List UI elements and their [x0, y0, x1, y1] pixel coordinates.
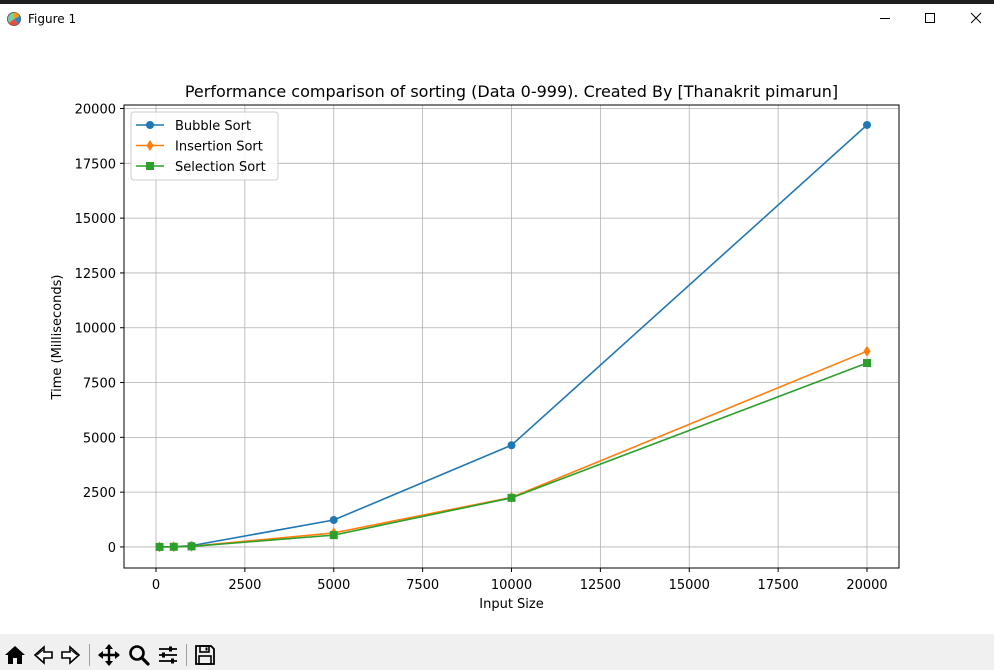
home-button[interactable] — [2, 642, 28, 668]
toolbar-separator — [89, 644, 90, 666]
grid-lines — [124, 105, 899, 568]
back-button[interactable] — [30, 642, 56, 668]
y-tick-label: 17500 — [75, 157, 116, 172]
forward-button[interactable] — [58, 642, 84, 668]
pan-icon — [98, 644, 120, 666]
background-window-strip — [0, 0, 994, 4]
legend-marker — [146, 162, 154, 170]
series-selection-sort — [155, 359, 872, 551]
data-point-selection-sort — [187, 542, 196, 551]
data-point-selection-sort — [169, 542, 178, 551]
data-point-insertion-sort — [863, 345, 871, 357]
data-point-selection-sort — [155, 542, 164, 551]
y-tick-label: 12500 — [75, 267, 116, 282]
chart-title: Performance comparison of sorting (Data … — [185, 82, 838, 101]
save-icon — [195, 645, 215, 665]
y-tick-label: 10000 — [75, 322, 116, 337]
save-button[interactable] — [192, 642, 218, 668]
close-button[interactable] — [953, 4, 994, 32]
matplotlib-logo-icon — [6, 11, 22, 27]
legend-label: Bubble Sort — [175, 119, 251, 134]
maximize-icon — [924, 13, 935, 23]
data-point-bubble-sort — [507, 441, 516, 450]
series-bubble-sort — [155, 120, 872, 551]
y-tick-label: 0 — [108, 541, 116, 556]
data-point-bubble-sort — [329, 515, 338, 524]
forward-icon — [61, 645, 81, 665]
zoom-icon — [129, 645, 150, 666]
x-tick-label: 10000 — [491, 578, 532, 593]
x-tick-label: 20000 — [846, 578, 887, 593]
x-tick-label: 5000 — [317, 578, 350, 593]
close-icon — [970, 12, 981, 24]
series-line-insertion-sort — [159, 350, 868, 548]
x-tick-label: 12500 — [580, 578, 621, 593]
minimize-icon — [879, 18, 890, 19]
y-tick-label: 5000 — [83, 431, 116, 446]
y-tick-label: 15000 — [75, 212, 116, 227]
zoom-button[interactable] — [126, 642, 152, 668]
window-titlebar[interactable]: Figure 1 — [0, 4, 994, 34]
pan-button[interactable] — [96, 642, 122, 668]
legend-box — [130, 111, 279, 181]
series-line-selection-sort — [159, 362, 868, 548]
x-tick-label: 2500 — [228, 578, 261, 593]
x-tick-label: 17500 — [757, 578, 798, 593]
x-tick-label: 7500 — [406, 578, 439, 593]
data-point-selection-sort — [507, 493, 516, 502]
legend-marker — [146, 121, 154, 129]
navigation-toolbar — [0, 634, 994, 670]
configure-subplots-icon — [159, 646, 177, 664]
toolbar-separator — [186, 644, 187, 666]
figure-canvas[interactable]: 0 2500 5000 7500 10000 12500 15000 17500 20000 0 2… — [0, 34, 994, 634]
y-tick-label: 2500 — [83, 486, 116, 501]
line-chart: 0 2500 5000 7500 10000 12500 15000 17500 20000 0 2… — [50, 82, 900, 612]
series-line-bubble-sort — [159, 124, 868, 548]
legend-marker — [146, 140, 154, 151]
legend-label: Insertion Sort — [175, 140, 263, 155]
y-axis-label: Time (Milliseconds) — [50, 275, 65, 401]
series-lines — [155, 120, 872, 553]
legend-label: Selection Sort — [175, 160, 266, 175]
maximize-button[interactable] — [907, 4, 952, 32]
window-title: Figure 1 — [28, 12, 77, 26]
legend: Bubble Sort Insertion Sort Selection Sort — [130, 111, 279, 181]
data-point-selection-sort — [863, 359, 872, 368]
y-tick-label: 20000 — [75, 103, 116, 118]
configure-subplots-button[interactable] — [155, 642, 181, 668]
series-insertion-sort — [155, 345, 871, 553]
minimize-button[interactable] — [862, 4, 907, 32]
data-point-bubble-sort — [863, 120, 872, 129]
y-tick-label: 7500 — [83, 377, 116, 392]
x-tick-label: 15000 — [669, 578, 710, 593]
back-icon — [33, 645, 53, 665]
data-point-selection-sort — [329, 531, 338, 540]
axis-ticks: 0 2500 5000 7500 10000 12500 15000 17500 20000 0 2… — [75, 103, 888, 593]
home-icon — [5, 646, 25, 664]
x-tick-label: 0 — [152, 578, 160, 593]
x-axis-label: Input Size — [479, 597, 543, 612]
